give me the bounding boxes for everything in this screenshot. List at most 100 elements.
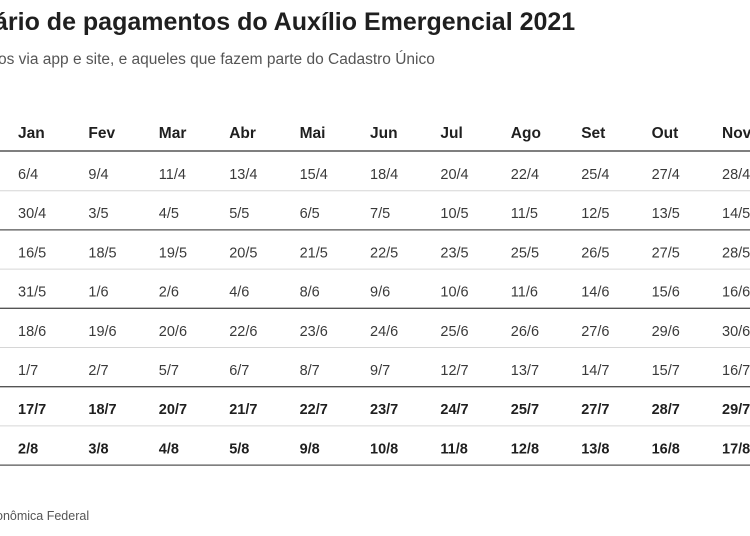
table-cell: 25/7 <box>511 402 539 418</box>
column-header: Jan <box>18 125 45 142</box>
column-header: Jun <box>370 125 398 142</box>
table-cell: 4/6 <box>229 285 249 301</box>
table-cell: 27/7 <box>581 402 609 418</box>
table-cell: 9/7 <box>370 363 390 379</box>
table-cell: 22/7 <box>300 402 328 418</box>
table-cell: 14/5 <box>722 206 750 222</box>
table-cell: 23/6 <box>300 324 328 340</box>
table-cell: 25/4 <box>581 167 609 183</box>
table-cell: 1/7 <box>18 363 38 379</box>
table-cell: 8/7 <box>300 363 320 379</box>
table-cell: 14/7 <box>581 363 609 379</box>
source-note: onômica Federal <box>0 509 90 523</box>
table-cell: 17/8 <box>722 441 750 457</box>
table-cell: 7/5 <box>370 206 390 222</box>
table-cell: 19/6 <box>88 324 116 340</box>
table-cell: 30/6 <box>722 324 750 340</box>
table-cell: 16/5 <box>18 245 46 261</box>
table-cell: 19/5 <box>159 245 187 261</box>
table-cell: 20/7 <box>159 402 187 418</box>
table-cell: 11/5 <box>511 206 538 222</box>
table-cell: 18/5 <box>88 245 116 261</box>
column-header: Out <box>652 125 679 142</box>
page-subtitle: os via app e site, e aqueles que fazem p… <box>0 51 435 68</box>
table-cell: 2/7 <box>88 363 108 379</box>
table-cell: 16/6 <box>722 285 750 301</box>
column-header: Set <box>581 125 605 142</box>
table-cell: 29/7 <box>722 402 750 418</box>
table-cell: 21/7 <box>229 402 257 418</box>
table-cell: 18/4 <box>370 167 398 183</box>
table-cell: 11/4 <box>159 167 186 183</box>
table-cell: 16/8 <box>652 441 680 457</box>
table-cell: 9/4 <box>88 167 108 183</box>
table-cell: 25/5 <box>511 245 539 261</box>
column-header: Jul <box>440 125 462 142</box>
table-cell: 23/7 <box>370 402 398 418</box>
table-cell: 22/6 <box>229 324 257 340</box>
table-cell: 30/4 <box>18 206 46 222</box>
table-cell: 15/6 <box>652 285 680 301</box>
column-header: Mai <box>300 125 326 142</box>
table-cell: 20/4 <box>440 167 468 183</box>
table-cell: 9/8 <box>300 441 320 457</box>
table-cell: 18/6 <box>18 324 46 340</box>
table-cell: 29/6 <box>652 324 680 340</box>
column-header: Fev <box>88 125 115 142</box>
table-cell: 2/6 <box>159 285 179 301</box>
table-cell: 6/7 <box>229 363 249 379</box>
table-cell: 28/5 <box>722 245 750 261</box>
table-cell: 13/5 <box>652 206 680 222</box>
payment-calendar-table: Jan Fev Mar Abr Mai Jun Jul Ago Set Out Nov 6/4 9/4 1… <box>0 125 750 466</box>
table-cell: 22/4 <box>511 167 539 183</box>
table-cell: 5/8 <box>229 441 249 457</box>
table-cell: 22/5 <box>370 245 398 261</box>
table-cell: 8/6 <box>300 285 320 301</box>
table-cell: 12/5 <box>581 206 609 222</box>
table-cell: 3/5 <box>88 206 108 222</box>
table-cell: 20/5 <box>229 245 257 261</box>
table-cell: 13/7 <box>511 363 539 379</box>
column-header: Mar <box>159 125 187 142</box>
table-cell: 13/8 <box>581 441 609 457</box>
table-cell: 31/5 <box>18 285 46 301</box>
table-cell: 4/8 <box>159 441 179 457</box>
table-cell: 4/5 <box>159 206 179 222</box>
table-cell: 26/5 <box>581 245 609 261</box>
table-cell: 9/6 <box>370 285 390 301</box>
table-cell: 27/5 <box>652 245 680 261</box>
table-cell: 15/7 <box>652 363 680 379</box>
column-header: Abr <box>229 125 256 142</box>
table-cell: 3/8 <box>88 441 108 457</box>
table-cell: 18/7 <box>88 402 116 418</box>
table-cell: 10/5 <box>440 206 468 222</box>
table-cell: 23/5 <box>440 245 468 261</box>
table-cell: 28/7 <box>652 402 680 418</box>
table-cell: 21/5 <box>300 245 328 261</box>
column-header: Nov <box>722 125 750 142</box>
table-cell: 16/7 <box>722 363 750 379</box>
table-cell: 24/6 <box>370 324 398 340</box>
table-cell: 27/6 <box>581 324 609 340</box>
table-cell: 11/6 <box>511 285 538 301</box>
table-cell: 25/6 <box>440 324 468 340</box>
page-title: ário de pagamentos do Auxílio Emergencia… <box>0 8 576 36</box>
table-cell: 12/8 <box>511 441 539 457</box>
table-cell: 26/6 <box>511 324 539 340</box>
table-cell: 24/7 <box>440 402 468 418</box>
table-cell: 20/6 <box>159 324 187 340</box>
table-cell: 2/8 <box>18 441 38 457</box>
table-cell: 1/6 <box>88 285 108 301</box>
table-cell: 13/4 <box>229 167 257 183</box>
table-cell: 10/6 <box>440 285 468 301</box>
table-cell: 5/5 <box>229 206 249 222</box>
table-cell: 15/4 <box>300 167 328 183</box>
column-header: Ago <box>511 125 541 142</box>
table-cell: 6/4 <box>18 167 38 183</box>
table-cell: 17/7 <box>18 402 46 418</box>
table-cell: 14/6 <box>581 285 609 301</box>
table-cell: 6/5 <box>300 206 320 222</box>
table-cell: 10/8 <box>370 441 398 457</box>
table-cell: 5/7 <box>159 363 179 379</box>
table-cell: 12/7 <box>440 363 468 379</box>
